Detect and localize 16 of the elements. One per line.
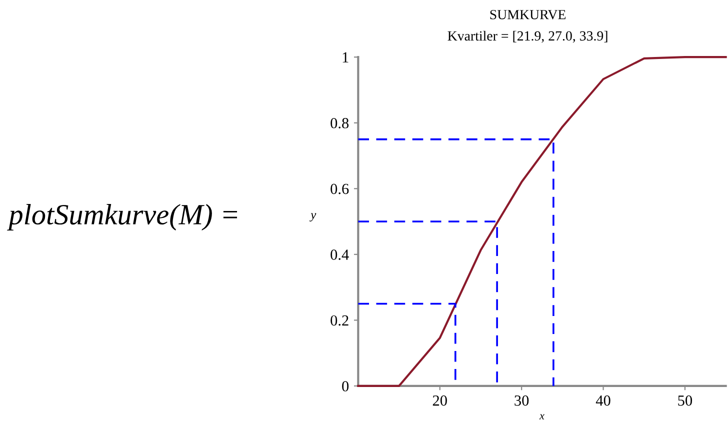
x-tick-label: 30 [514, 395, 529, 406]
y-tick-label: 1 [342, 52, 348, 62]
text: plotSumkurve(M) = [7, 204, 238, 230]
x-axis-title: x [539, 414, 544, 420]
y-tick-label: 0.8 [330, 118, 349, 128]
chart-subtitle: Kvartiler = [21.9, 27.0, 33.9] [448, 30, 608, 43]
y-axis-title: y [310, 213, 316, 222]
y-tick-label: 0.4 [330, 250, 349, 260]
y-tick-label: 0.6 [330, 184, 349, 194]
x-tick-label: 50 [678, 395, 692, 406]
x-tick-label: 40 [596, 395, 610, 406]
y-tick-label: 0 [342, 381, 349, 392]
chart-title: SUMKURVE [490, 10, 566, 20]
y-tick-label: 0.2 [330, 315, 348, 326]
line-series [357, 56, 727, 387]
x-tick-label: 20 [432, 395, 447, 406]
